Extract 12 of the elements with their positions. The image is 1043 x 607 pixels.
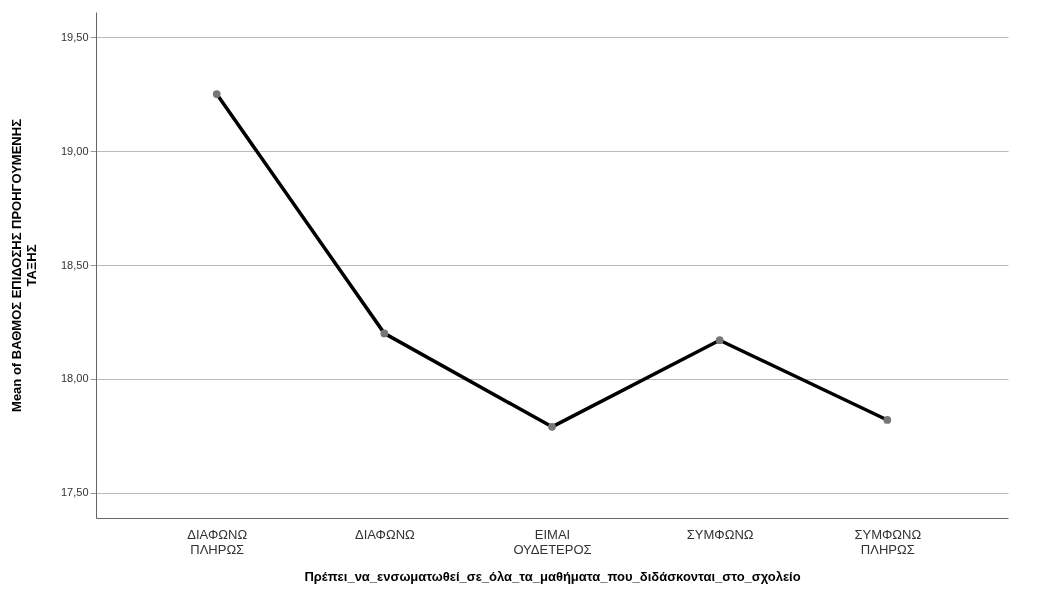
x-tick-label: ΔΙΑΦΩΝΩ ΠΛΗΡΩΣ [187,526,248,557]
y-axis-title: Mean of ΒΑΘΜΟΣ ΕΠΙΔΟΣΗΣ ΠΡΟΗΓΟΥΜΕΝΗΣ ΤΑΞΗΣ [8,118,39,412]
x-tick-label: ΕΙΜΑΙ ΟΥΔΕΤΕΡΟΣ [513,526,592,557]
y-tick-label: 18,00 [60,372,89,385]
x-tick-label: ΣΥΜΦΩΝΩ ΠΛΗΡΩΣ [854,526,922,557]
x-tick-label: ΔΙΑΦΩΝΩ [354,526,416,542]
y-tick-label: 17,50 [60,486,89,499]
x-tick-label: ΣΥΜΦΩΝΩ [686,526,754,542]
y-tick-label: 19,00 [60,144,89,157]
x-axis-title: Πρέπει_να_ενσωματωθεί_σε_όλα_τα_μαθήματα_που_διδάσκονται_στο_σχολείο [304,568,801,584]
y-tick-label: 18,50 [60,258,89,271]
y-tick-label: 19,50 [60,30,89,43]
